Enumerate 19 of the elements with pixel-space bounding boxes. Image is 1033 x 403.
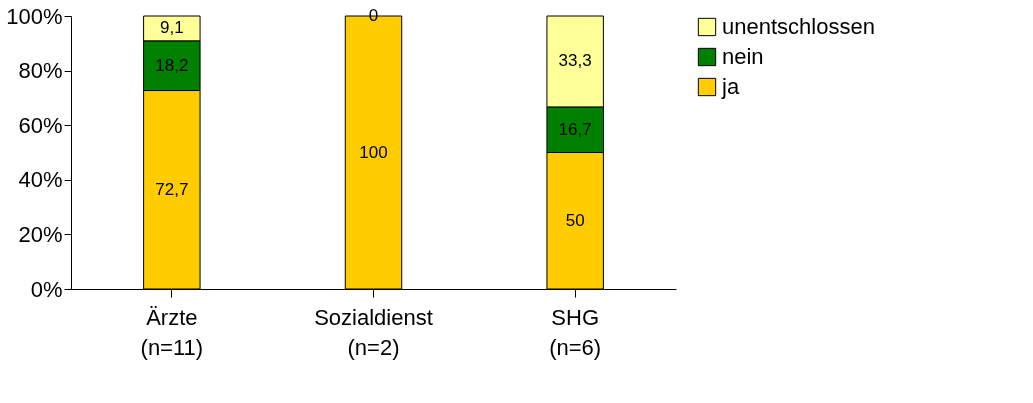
legend-label: nein: [722, 44, 764, 69]
y-tick-label: 80%: [18, 58, 63, 84]
data-label: 72,7: [155, 179, 189, 199]
data-label: 9,1: [160, 18, 184, 38]
data-label: 50: [565, 210, 585, 230]
y-tick-label: 0%: [30, 276, 63, 302]
data-label: 100: [359, 142, 388, 162]
y-tick-label: 40%: [18, 167, 63, 193]
data-label: 18,2: [155, 55, 189, 75]
data-label: 33,3: [558, 51, 592, 71]
x-tick-label: SHG (n=6): [549, 304, 602, 360]
legend-label: ja: [721, 74, 740, 99]
data-label: 16,7: [558, 119, 592, 139]
x-tick-label: Sozialdienst (n=2): [314, 304, 433, 360]
y-tick-label: 20%: [18, 221, 63, 247]
legend-label: unentschlossen: [722, 14, 875, 39]
y-tick-label: 60%: [18, 112, 63, 138]
x-tick-label: Ärzte (n=11): [140, 304, 204, 360]
y-tick-label: 100%: [6, 3, 63, 29]
